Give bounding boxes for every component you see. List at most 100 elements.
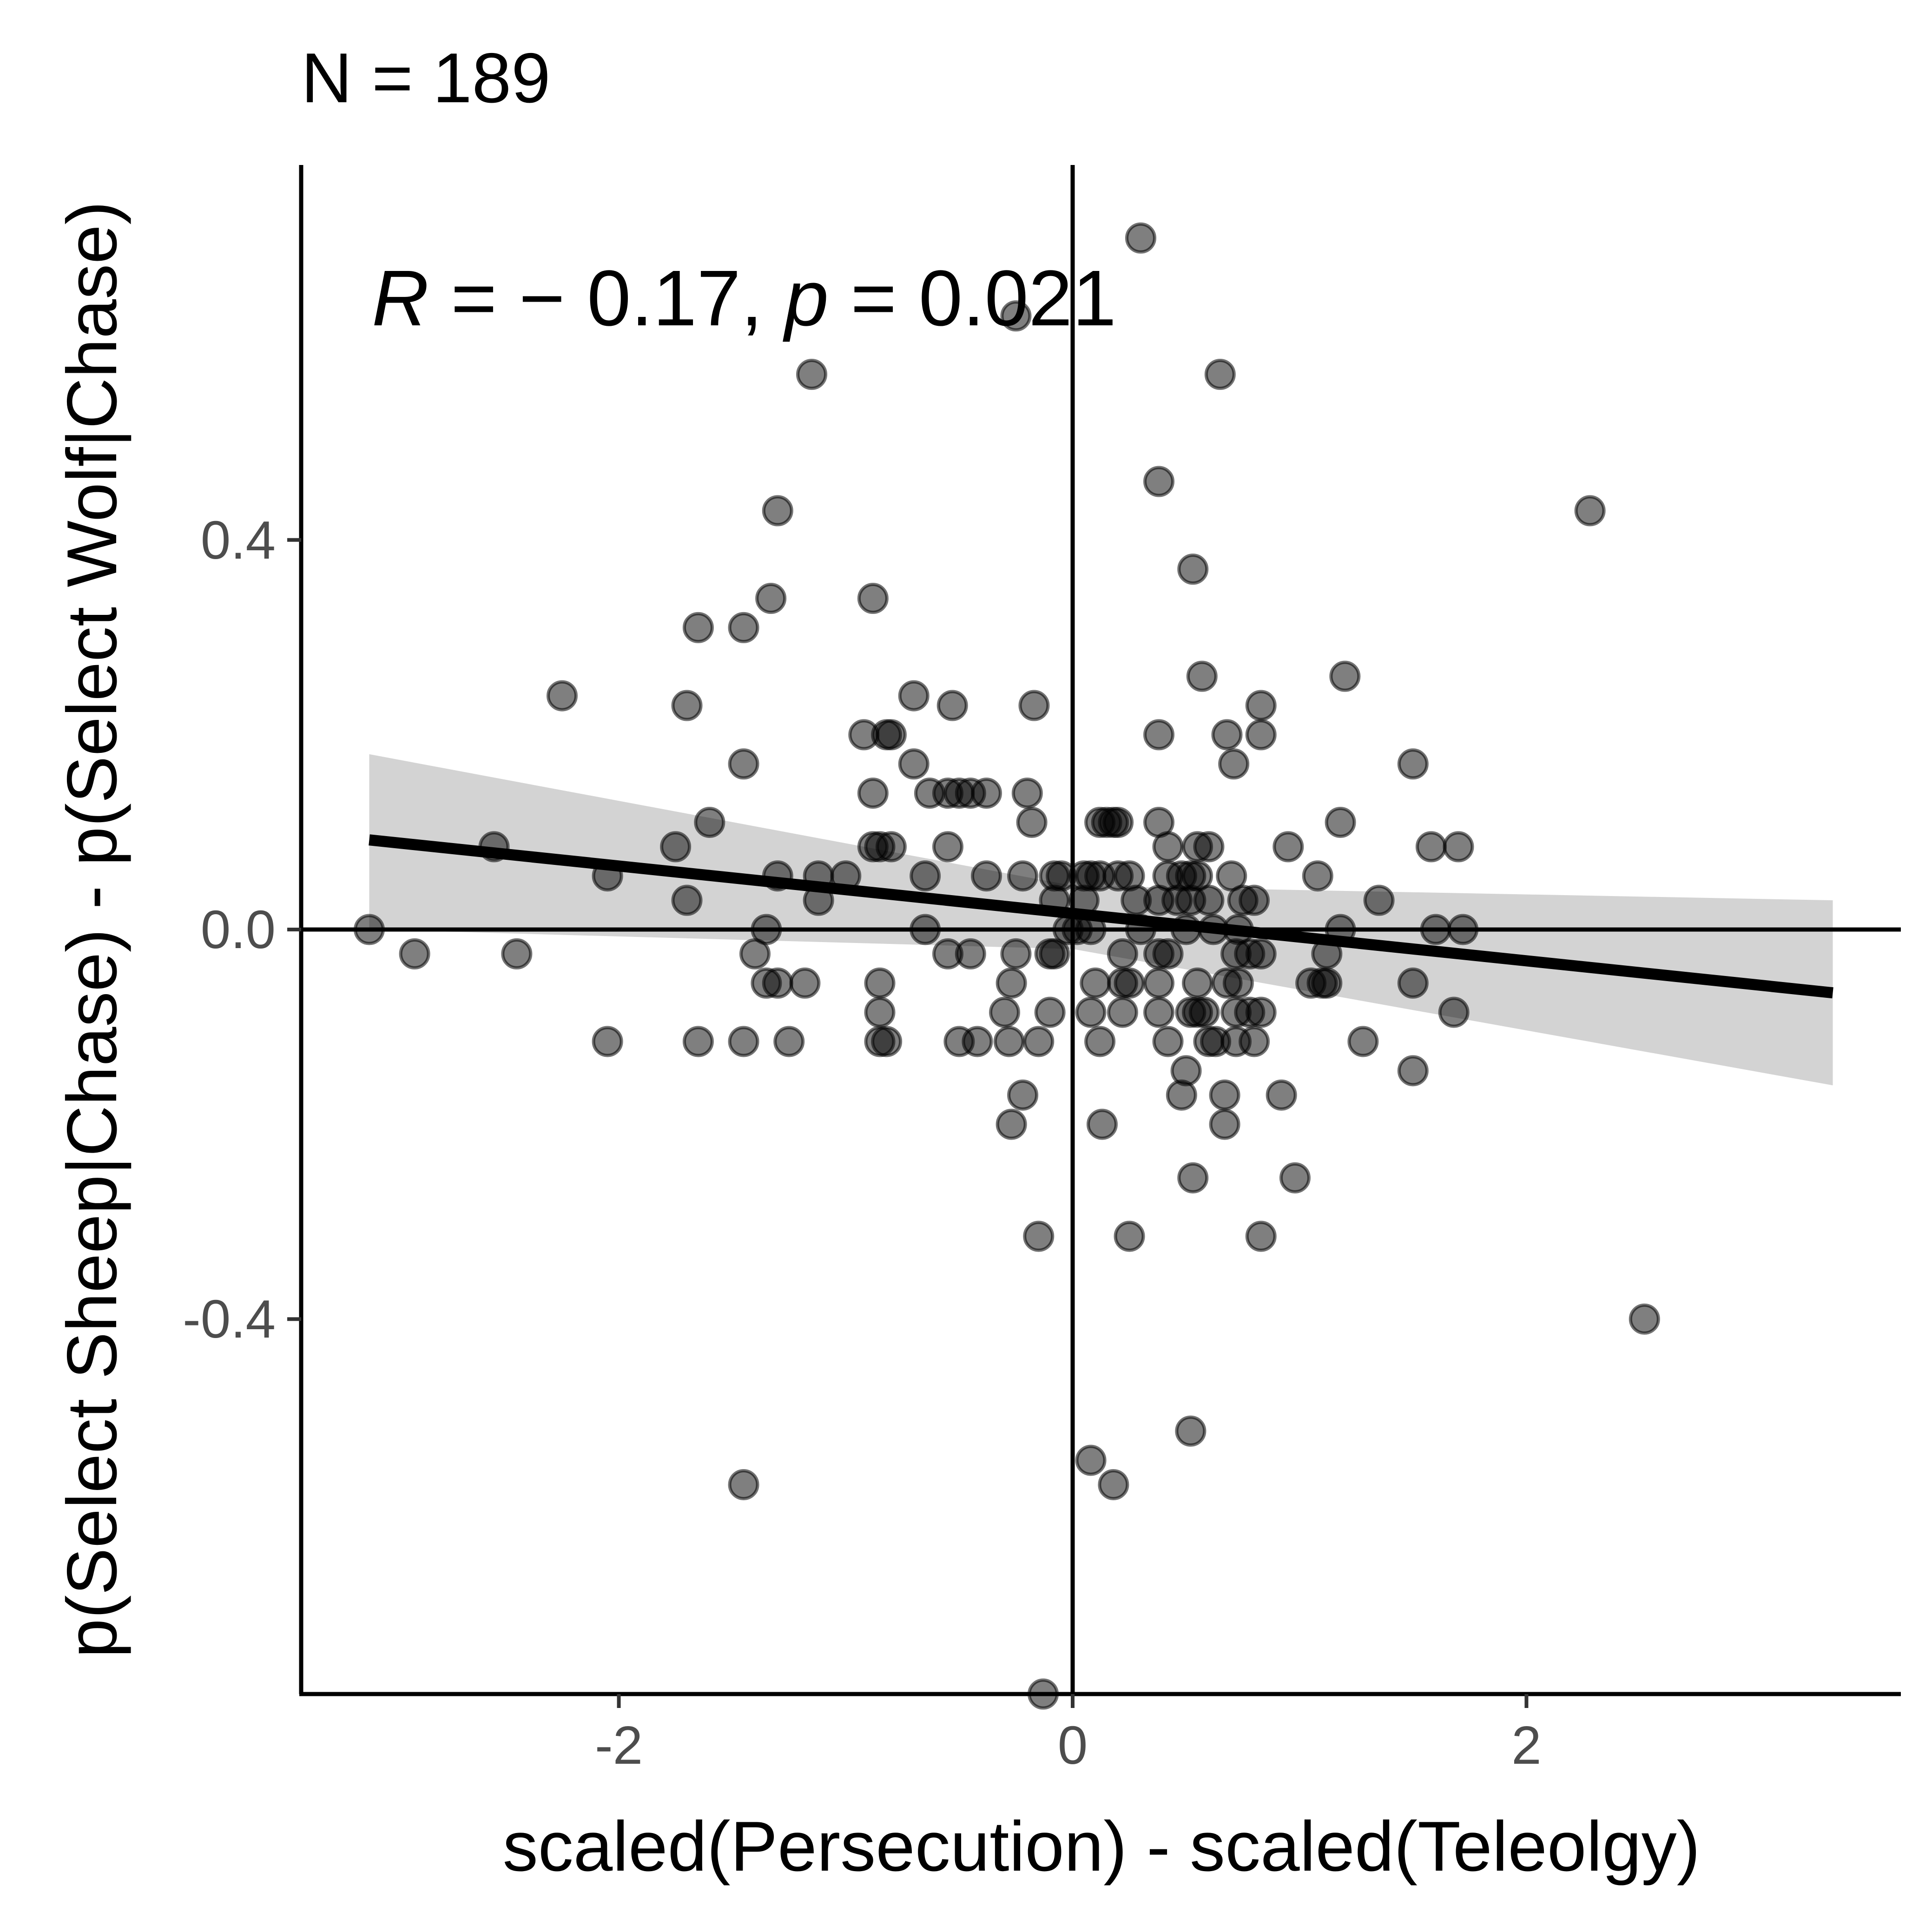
correlation-annotation: R = − 0.17, p = 0.021 — [372, 254, 1116, 343]
data-point — [970, 860, 1002, 892]
data-point — [1222, 967, 1254, 999]
data-point — [1279, 1162, 1311, 1193]
data-point — [1007, 1079, 1039, 1111]
data-point — [1397, 967, 1429, 999]
data-point — [875, 831, 907, 863]
data-point — [399, 938, 430, 969]
data-point — [1023, 1026, 1055, 1057]
data-point — [1011, 778, 1043, 809]
data-point — [728, 612, 759, 643]
data-point — [989, 996, 1021, 1028]
data-point — [1086, 1108, 1118, 1140]
data-point — [1209, 1079, 1240, 1111]
y-tick-label: 0.4 — [201, 510, 276, 570]
data-point — [1266, 1079, 1297, 1111]
data-point — [796, 359, 828, 390]
data-point — [875, 719, 907, 751]
data-point — [1177, 554, 1209, 585]
data-point — [789, 967, 821, 999]
data-point — [1209, 1108, 1240, 1140]
data-point — [1245, 690, 1277, 721]
data-point — [762, 495, 793, 527]
data-point — [1114, 967, 1145, 999]
r-symbol: R — [372, 254, 429, 343]
data-point — [864, 996, 896, 1028]
data-point — [501, 938, 533, 969]
data-point — [1245, 938, 1277, 969]
data-point — [1023, 1220, 1055, 1252]
data-point — [546, 680, 578, 712]
data-point — [682, 1026, 714, 1057]
data-point — [682, 612, 714, 643]
data-point — [1143, 967, 1174, 999]
data-point — [762, 967, 793, 999]
r-value: = − 0.17, — [429, 254, 785, 343]
data-point — [962, 1026, 993, 1057]
data-point — [1302, 860, 1333, 892]
data-point — [671, 690, 703, 721]
chart-title: N = 189 — [301, 39, 551, 118]
y-tick-label: 0.0 — [201, 899, 276, 960]
data-point — [1152, 831, 1184, 863]
data-point — [1397, 1055, 1429, 1087]
data-point — [1629, 1303, 1660, 1335]
data-point — [1415, 831, 1447, 863]
data-point — [1034, 996, 1066, 1028]
data-point — [1018, 690, 1050, 721]
data-point — [1420, 914, 1451, 945]
data-point — [993, 1026, 1025, 1057]
data-point — [996, 1108, 1027, 1140]
x-tick-label: 0 — [1058, 1715, 1088, 1775]
data-point — [773, 1026, 805, 1057]
data-point — [1016, 806, 1048, 838]
data-point — [1186, 660, 1218, 692]
data-point — [728, 1026, 759, 1057]
data-point — [1438, 996, 1470, 1028]
data-point — [1080, 967, 1111, 999]
data-point — [1329, 660, 1361, 692]
data-point — [1245, 1220, 1277, 1252]
data-point — [1574, 495, 1606, 527]
data-point — [1143, 466, 1174, 497]
data-point — [1000, 938, 1032, 969]
p-symbol: p — [782, 254, 829, 343]
regression-line — [369, 834, 1833, 999]
data-point — [1218, 748, 1250, 780]
data-point — [728, 748, 759, 780]
data-point — [1125, 222, 1156, 254]
data-point — [970, 778, 1002, 809]
data-point — [1193, 831, 1225, 863]
data-point — [910, 860, 941, 892]
x-axis-title: scaled(Persecution) - scaled(Teleolgy) — [503, 1807, 1701, 1886]
data-point — [1152, 1026, 1184, 1057]
data-point — [739, 938, 771, 969]
x-tick-label: -2 — [595, 1715, 643, 1775]
y-axis-title: p(Select Sheep|Chase) - p(Select Wolf|Ch… — [53, 201, 132, 1658]
data-point — [755, 583, 787, 614]
data-point — [955, 938, 986, 969]
data-point — [1098, 1469, 1129, 1500]
data-point — [1007, 860, 1039, 892]
y-tick-label: -0.4 — [183, 1289, 276, 1349]
data-point — [1325, 806, 1356, 838]
x-tick-label: 2 — [1511, 1715, 1542, 1775]
data-point — [898, 748, 930, 780]
data-point — [857, 583, 889, 614]
data-point — [1245, 996, 1277, 1028]
data-point — [1107, 996, 1138, 1028]
data-point — [1039, 938, 1070, 969]
data-point — [1443, 831, 1474, 863]
data-point — [1152, 938, 1184, 969]
data-point — [1363, 884, 1395, 916]
data-point — [1143, 719, 1174, 751]
data-point — [1193, 884, 1225, 916]
data-point — [1075, 1444, 1107, 1476]
data-point — [728, 1469, 759, 1500]
data-point — [932, 831, 963, 863]
data-point — [1175, 1415, 1207, 1447]
p-value: = 0.021 — [829, 254, 1116, 343]
data-point — [660, 831, 692, 863]
data-point — [1084, 1026, 1116, 1057]
data-point — [936, 690, 968, 721]
